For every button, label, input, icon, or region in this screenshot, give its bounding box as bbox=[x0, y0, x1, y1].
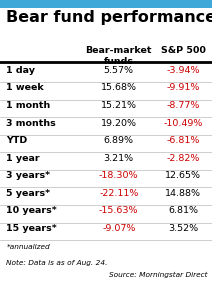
Text: 6.81%: 6.81% bbox=[168, 206, 198, 215]
Text: -2.82%: -2.82% bbox=[167, 154, 200, 163]
Text: 19.20%: 19.20% bbox=[101, 118, 137, 128]
Text: Bear fund performance: Bear fund performance bbox=[6, 10, 212, 25]
Text: -15.63%: -15.63% bbox=[99, 206, 138, 215]
Text: 6.89%: 6.89% bbox=[104, 136, 134, 145]
Text: YTD: YTD bbox=[6, 136, 28, 145]
Text: 14.88%: 14.88% bbox=[165, 189, 201, 198]
Text: 3 months: 3 months bbox=[6, 118, 56, 128]
Text: Note: Data is as of Aug. 24.: Note: Data is as of Aug. 24. bbox=[6, 260, 108, 266]
Text: 3.52%: 3.52% bbox=[168, 224, 198, 233]
Text: -6.81%: -6.81% bbox=[167, 136, 200, 145]
Text: Bear-market
funds: Bear-market funds bbox=[85, 46, 152, 65]
Text: 5 years*: 5 years* bbox=[6, 189, 50, 198]
Text: 10 years*: 10 years* bbox=[6, 206, 57, 215]
Text: 1 year: 1 year bbox=[6, 154, 40, 163]
Text: -3.94%: -3.94% bbox=[167, 66, 200, 75]
Text: -22.11%: -22.11% bbox=[99, 189, 138, 198]
Text: *annualized: *annualized bbox=[6, 244, 50, 250]
Text: 1 month: 1 month bbox=[6, 101, 51, 110]
Text: -9.91%: -9.91% bbox=[167, 84, 200, 92]
Text: 3 years*: 3 years* bbox=[6, 171, 50, 180]
Text: 5.57%: 5.57% bbox=[104, 66, 134, 75]
Text: S&P 500: S&P 500 bbox=[161, 46, 206, 55]
Text: -9.07%: -9.07% bbox=[102, 224, 135, 233]
Text: -10.49%: -10.49% bbox=[164, 118, 203, 128]
Text: 15.21%: 15.21% bbox=[101, 101, 137, 110]
Text: 15.68%: 15.68% bbox=[101, 84, 137, 92]
Text: 12.65%: 12.65% bbox=[165, 171, 201, 180]
Text: Source: Morningstar Direct: Source: Morningstar Direct bbox=[109, 272, 208, 278]
Text: 1 week: 1 week bbox=[6, 84, 44, 92]
Text: 1 day: 1 day bbox=[6, 66, 35, 75]
Text: 15 years*: 15 years* bbox=[6, 224, 57, 233]
Text: -18.30%: -18.30% bbox=[99, 171, 138, 180]
Text: 3.21%: 3.21% bbox=[104, 154, 134, 163]
Text: -8.77%: -8.77% bbox=[167, 101, 200, 110]
